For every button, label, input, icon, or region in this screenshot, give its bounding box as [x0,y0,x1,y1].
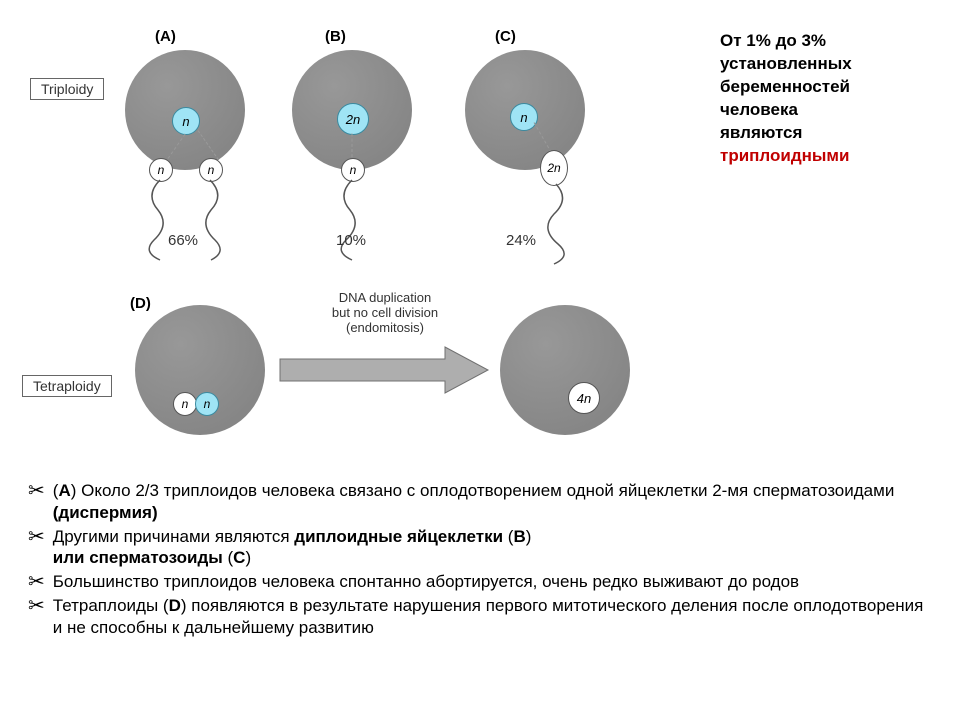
arrow-line3: (endomitosis) [285,320,485,335]
arrow-line2: but no cell division [285,305,485,320]
sperm-b: n [341,158,365,182]
sperm-a2: n [199,158,223,182]
egg-d-result [500,305,630,435]
side-l2: установленных [720,54,852,73]
arrow-line1: DNA duplication [285,290,485,305]
scissors-icon: ✂ [28,595,45,617]
side-l4: человека [720,100,798,119]
panel-a-label: (A) [155,28,176,45]
triploidy-box: Triploidy [30,78,104,100]
scissors-icon: ✂ [28,480,45,502]
pct-c: 24% [506,232,536,249]
arrow-text: DNA duplication but no cell division (en… [285,290,485,335]
panel-d-label: (D) [130,295,151,312]
bullet-1: ✂ (A) Около 2/3 триплоидов человека связ… [28,480,928,524]
panel-b-label: (B) [325,28,346,45]
pct-b: 10% [336,232,366,249]
pct-a: 66% [168,232,198,249]
tail-c [548,184,588,264]
egg-d-nuc2: n [195,392,219,416]
scissors-icon: ✂ [28,571,45,593]
side-l5: являются [720,123,802,142]
bullet-4: ✂ Тетраплоиды (D) появляются в результат… [28,595,928,639]
egg-d-result-nuc: 4n [568,382,600,414]
bullet-3: ✂ Большинство триплоидов человека спонта… [28,571,928,593]
sperm-c: 2n [540,150,568,186]
side-l1: От 1% до 3% [720,31,826,50]
side-l6: триплоидными [720,146,849,165]
egg-b-nucleus: 2n [337,103,369,135]
arrow-icon [280,347,490,397]
tetraploidy-box: Tetraploidy [22,375,112,397]
side-note: От 1% до 3% установленных беременностей … [720,30,950,168]
bullet-2: ✂ Другими причинами являются диплоидные … [28,526,928,570]
egg-d [135,305,265,435]
tail-a2 [205,180,245,260]
bullet-list: ✂ (A) Около 2/3 триплоидов человека связ… [28,480,928,641]
egg-c-nucleus: n [510,103,538,131]
egg-d-nuc1: n [173,392,197,416]
egg-a-nucleus: n [172,107,200,135]
scissors-icon: ✂ [28,526,45,548]
sperm-a1: n [149,158,173,182]
side-l3: беременностей [720,77,850,96]
panel-c-label: (C) [495,28,516,45]
